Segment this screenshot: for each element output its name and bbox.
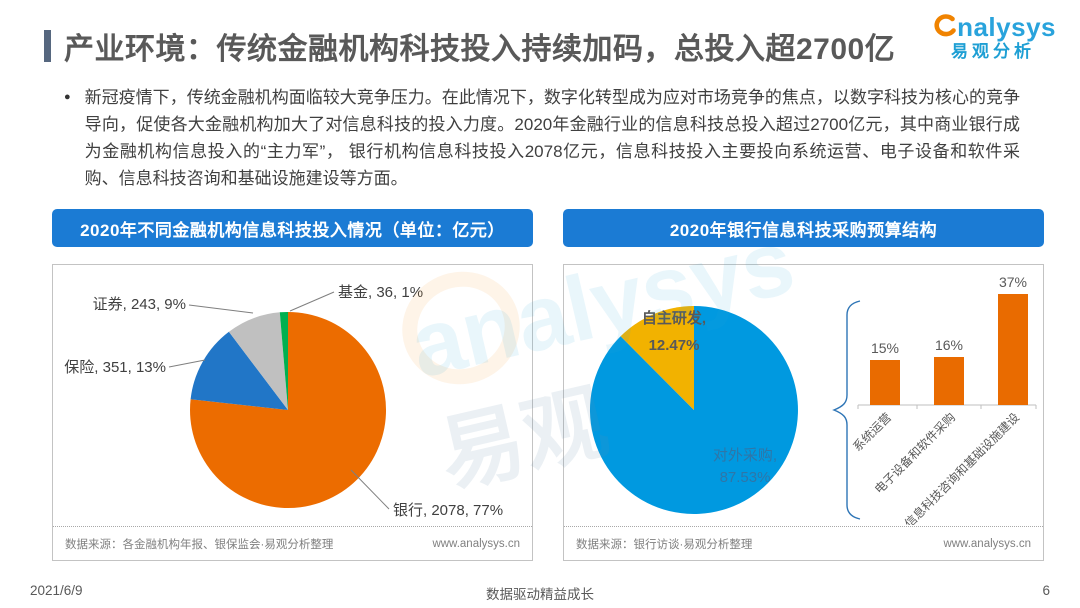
bar-value-0: 15%: [871, 340, 899, 356]
pie2-percent-0: 87.53%: [720, 469, 771, 486]
analysys-swirl-icon: [934, 14, 956, 37]
pie2-percent-1: 12.47%: [649, 337, 700, 354]
bar-1: [934, 357, 964, 405]
pie-label-2: 证券, 243, 9%: [93, 296, 186, 313]
bar-category-0: 系统运营: [850, 410, 894, 454]
page-title: 产业环境：传统金融机构科技投入持续加码，总投入超2700亿: [64, 33, 896, 66]
bullet-icon: ●: [64, 91, 71, 103]
footer: 2021/6/9 数据驱动精益成长 6: [0, 583, 1080, 602]
pie2-label-0: 对外采购,: [713, 447, 777, 464]
pie2-label-1: 自主研发,: [642, 309, 706, 327]
leader-line-0: [350, 469, 390, 510]
pie-slice-3: [279, 311, 288, 410]
right-source-text: 数据来源：银行访谈·易观分析整理: [576, 538, 753, 551]
title-accent-bar: [44, 30, 51, 62]
leader-line-1: [168, 359, 206, 368]
leader-line-2: [188, 304, 254, 314]
pie-label-0: 银行, 2078, 77%: [393, 502, 503, 519]
bar-category-2: 信息科技咨询和基础设施建设: [901, 410, 1022, 525]
bar-0: [870, 360, 900, 405]
bar-2: [998, 294, 1028, 405]
pie-slice-2: [228, 312, 288, 410]
summary-text: 新冠疫情下，传统金融机构面临较大竞争压力。在此情况下，数字化转型成为应对市场竞争…: [84, 88, 1020, 188]
procurement-structure-chart: 对外采购,87.53%自主研发,12.47% 15%系统运营16%电子设备和软件采…: [589, 274, 1037, 525]
bar-value-2: 37%: [999, 274, 1027, 290]
pie-label-1: 保险, 351, 13%: [64, 359, 166, 376]
logo-brand-cn: 易观分析: [951, 42, 1036, 61]
logo-brand-text: nalysys: [957, 11, 1056, 42]
left-chart-banner: 2020年不同金融机构信息科技投入情况（单位：亿元）: [52, 209, 533, 247]
bar-value-1: 16%: [935, 337, 963, 353]
pie-slice-1: [190, 331, 288, 410]
pie-slice-1: [620, 306, 694, 410]
right-source-row: 数据来源：银行访谈·易观分析整理 www.analysys.cn: [564, 526, 1043, 560]
pie-slice-0: [589, 306, 798, 514]
left-site-link[interactable]: www.analysys.cn: [432, 537, 520, 550]
right-chart-banner: 2020年银行信息科技采购预算结构: [563, 209, 1044, 247]
brace-icon: [832, 300, 861, 520]
header: 产业环境：传统金融机构科技投入持续加码，总投入超2700亿: [44, 24, 930, 68]
right-chart-panel: 对外采购, 87.53% 自主研发, 12.47% 15% 系统运营 16% 电子设备和软件采…: [563, 264, 1044, 561]
left-chart-panel: 银行, 2078, 77% 保险, 351, 13% 证券, 243, 9% 基金, …: [52, 264, 533, 561]
pie-label-3: 基金, 36, 1%: [338, 284, 423, 301]
footer-page-number: 6: [1042, 583, 1050, 598]
charts-row: 2020年不同金融机构信息科技投入情况（单位：亿元） 银行, 2078, 77%…: [52, 209, 1044, 561]
pie-slice-0: [190, 312, 387, 508]
left-source-row: 数据来源：各金融机构年报、银保监会·易观分析整理 www.analysys.cn: [53, 526, 532, 560]
institutions-investment-pie-chart: 银行, 2078, 77% 保险, 351, 13% 证券, 243, 9% 基金, …: [64, 284, 503, 519]
summary-block: ● 新冠疫情下，传统金融机构面临较大竞争压力。在此情况下，数字化转型成为应对市场…: [64, 84, 1020, 192]
left-source-text: 数据来源：各金融机构年报、银保监会·易观分析整理: [65, 538, 334, 551]
analysys-logo: nalysys 易观分析: [930, 13, 1056, 60]
left-column: 2020年不同金融机构信息科技投入情况（单位：亿元） 银行, 2078, 77%…: [52, 209, 533, 561]
footer-date: 2021/6/9: [30, 583, 83, 598]
leader-line-3: [289, 291, 335, 312]
right-site-link[interactable]: www.analysys.cn: [943, 537, 1031, 550]
right-column: 2020年银行信息科技采购预算结构 对外采购, 87.53% 自主研发, 12.47%…: [563, 209, 1044, 561]
footer-tagline: 数据驱动精益成长: [486, 587, 594, 602]
